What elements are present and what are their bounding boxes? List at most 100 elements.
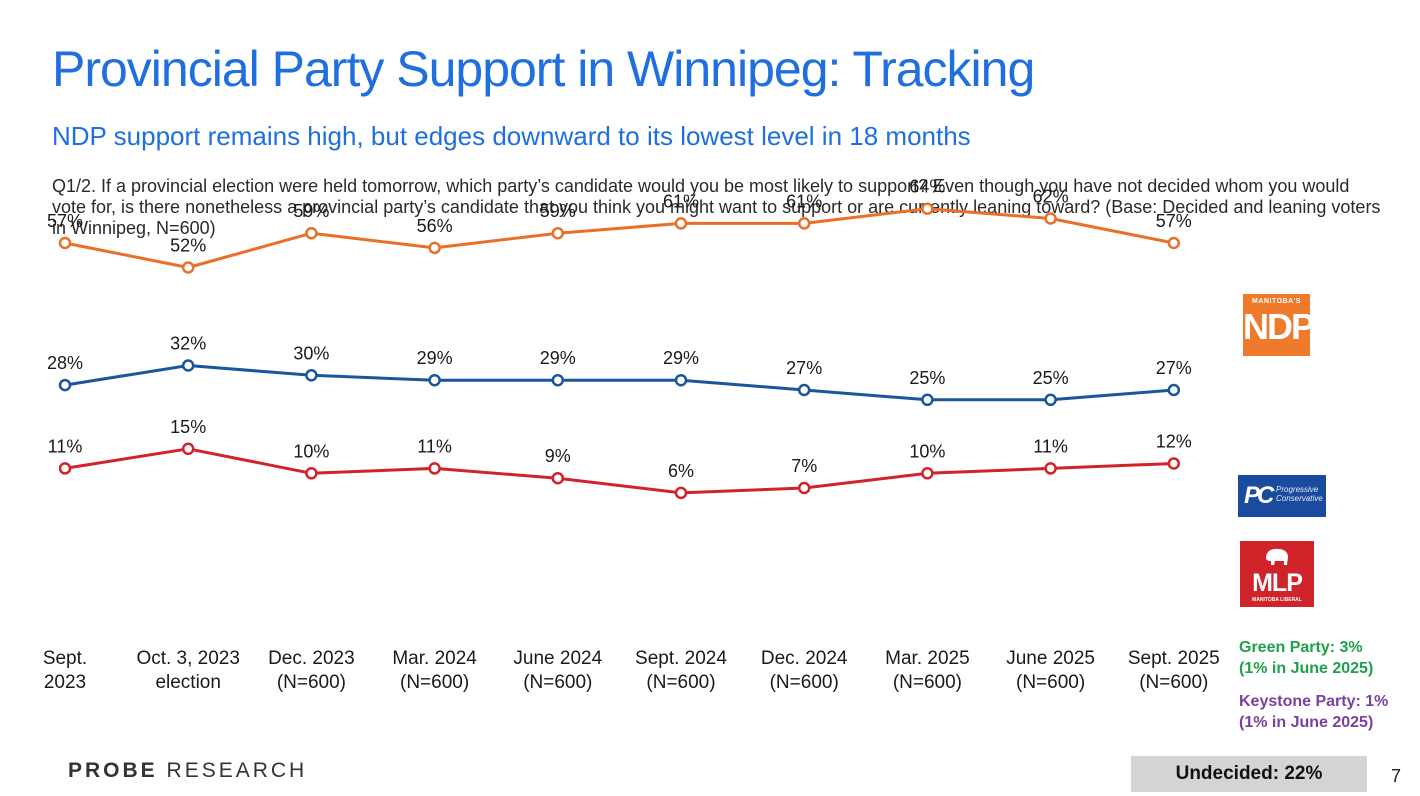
ndp-data-label: 57% xyxy=(1156,211,1192,231)
keystone-party-note-line1: Keystone Party: 1% xyxy=(1239,693,1389,710)
x-axis-tick-label: Dec. 2023 xyxy=(268,648,355,669)
pc-logo-mark: PC xyxy=(1244,482,1274,509)
brand-rest: RESEARCH xyxy=(166,759,308,782)
liberal-data-label: 12% xyxy=(1156,432,1192,452)
x-axis-tick-label: (N=600) xyxy=(770,672,839,693)
page-subtitle: NDP support remains high, but edges down… xyxy=(52,121,971,151)
liberal-data-label: 6% xyxy=(668,461,694,481)
liberal-data-point xyxy=(921,467,934,480)
ndp-data-point xyxy=(428,241,441,255)
pc-data-label: 29% xyxy=(540,348,576,368)
x-axis-tick-label: (N=600) xyxy=(1016,672,1085,693)
pc-logo-line2: Conservative xyxy=(1276,494,1323,503)
pc-data-label: 27% xyxy=(786,358,822,378)
x-axis-tick-label: election xyxy=(155,672,221,693)
x-axis-tick-label: Mar. 2025 xyxy=(885,648,970,669)
pc-data-point xyxy=(1044,393,1057,407)
probe-research-logo: PROBE RESEARCH xyxy=(68,759,307,783)
mlp-logo: MLP MANITOBA LIBERAL xyxy=(1240,541,1314,607)
mlp-logo-text: MLP xyxy=(1252,569,1303,597)
pc-data-point xyxy=(797,383,811,397)
ndp-data-point xyxy=(181,261,195,274)
x-axis-tick-label: 2023 xyxy=(44,672,86,693)
ndp-data-point xyxy=(305,226,318,240)
pc-data-label: 25% xyxy=(909,368,945,388)
ndp-logo-text: NDP xyxy=(1243,306,1315,347)
ndp-data-label: 64% xyxy=(909,177,945,197)
pc-data-label: 29% xyxy=(417,348,453,368)
ndp-data-point xyxy=(797,217,811,230)
ndp-data-label: 61% xyxy=(663,191,699,211)
pc-data-label: 25% xyxy=(1033,368,1069,388)
pc-data-label: 27% xyxy=(1156,358,1192,378)
liberal-data-point xyxy=(181,442,195,456)
x-axis-tick-label: Dec. 2024 xyxy=(761,648,848,669)
pc-data-point xyxy=(921,393,934,407)
ndp-data-point xyxy=(1167,236,1181,250)
x-axis-tick-label: (N=600) xyxy=(523,672,592,693)
liberal-data-point xyxy=(428,462,441,475)
x-axis-tick-label: Sept. 2024 xyxy=(635,648,727,669)
liberal-data-point xyxy=(797,481,811,495)
ndp-data-label: 52% xyxy=(170,236,206,256)
green-party-note-line2: (1% in June 2025) xyxy=(1239,660,1374,677)
pc-data-label: 32% xyxy=(170,334,206,354)
liberal-data-label: 15% xyxy=(170,417,206,437)
ndp-data-point xyxy=(58,236,72,250)
survey-question: Q1/2. If a provincial election were held… xyxy=(52,176,1381,238)
bison-icon xyxy=(1266,548,1288,565)
pc-data-point xyxy=(428,373,441,387)
pc-data-point xyxy=(674,373,688,387)
x-axis-tick-label: (N=600) xyxy=(400,672,469,693)
x-axis-tick-label: Oct. 3, 2023 xyxy=(136,648,240,669)
x-axis-tick-label: June 2025 xyxy=(1006,648,1095,669)
page-title: Provincial Party Support in Winnipeg: Tr… xyxy=(52,41,1035,97)
ndp-series-line xyxy=(64,207,1175,269)
liberal-series-line xyxy=(64,447,1174,495)
pc-data-point xyxy=(305,369,318,382)
green-party-note-line1: Green Party: 3% xyxy=(1239,639,1363,656)
ndp-data-label: 62% xyxy=(1033,187,1069,207)
pc-logo-text: Progressive Conservative xyxy=(1276,485,1323,503)
x-axis-tick-label: Sept. xyxy=(43,648,87,669)
pc-data-point xyxy=(58,378,72,392)
ndp-data-label: 59% xyxy=(293,201,329,221)
green-party-note: Green Party: 3% (1% in June 2025) xyxy=(1239,637,1373,679)
ndp-data-label: 56% xyxy=(417,216,453,236)
liberal-data-point xyxy=(305,467,318,480)
pc-logo: PC Progressive Conservative xyxy=(1238,475,1326,517)
x-axis-tick-label: (N=600) xyxy=(277,672,346,693)
ndp-data-label: 61% xyxy=(786,191,822,211)
liberal-data-point xyxy=(1167,457,1181,470)
x-axis-tick-label: (N=600) xyxy=(1139,672,1208,693)
pc-series-line xyxy=(64,364,1174,402)
liberal-data-point xyxy=(1044,462,1057,475)
page-number: 7 xyxy=(1391,766,1402,786)
mlp-logo-small-text: MANITOBA LIBERAL xyxy=(1252,597,1302,603)
liberal-data-label: 11% xyxy=(1033,436,1068,456)
liberal-data-label: 7% xyxy=(791,456,817,476)
liberal-data-point xyxy=(551,471,565,485)
ndp-data-point xyxy=(551,226,565,240)
pc-data-label: 30% xyxy=(293,343,329,363)
ndp-data-label: 57% xyxy=(47,211,83,231)
liberal-data-label: 11% xyxy=(417,436,452,456)
keystone-party-note-line2: (1% in June 2025) xyxy=(1239,714,1374,731)
x-axis-tick-label: Sept. 2025 xyxy=(1128,648,1220,669)
ndp-data-point xyxy=(921,202,934,215)
liberal-data-point xyxy=(674,486,688,500)
ndp-logo-small-text: MANITOBA'S xyxy=(1252,298,1301,305)
liberal-data-label: 10% xyxy=(293,441,329,461)
liberal-data-label: 9% xyxy=(545,446,571,466)
pc-data-label: 29% xyxy=(663,348,699,368)
liberal-data-label: 11% xyxy=(48,436,83,456)
brand-bold: PROBE xyxy=(68,759,158,782)
x-axis-tick-label: Mar. 2024 xyxy=(392,648,477,669)
pc-data-point xyxy=(181,359,195,372)
pc-data-point xyxy=(551,373,565,387)
x-axis-tick-label: (N=600) xyxy=(893,672,962,693)
pc-logo-line1: Progressive xyxy=(1276,485,1319,494)
x-axis-tick-label: June 2024 xyxy=(513,648,602,669)
liberal-data-point xyxy=(58,462,72,475)
